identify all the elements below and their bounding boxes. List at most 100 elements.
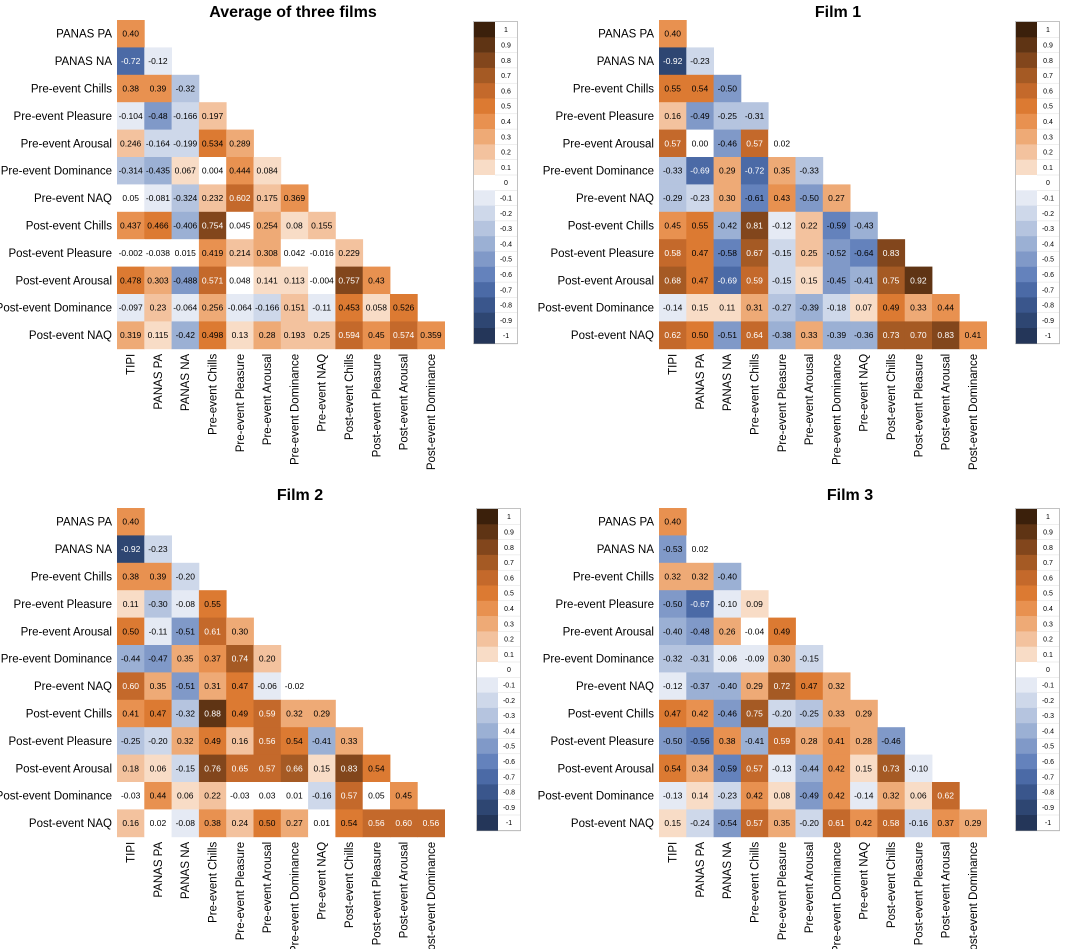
- cell-value: 0.16: [232, 736, 249, 746]
- legend-swatch: [1016, 707, 1037, 724]
- row-label: PANAS NA: [55, 544, 113, 556]
- legend-tick-label: -0.5: [503, 744, 515, 751]
- legend-swatch: [474, 144, 495, 160]
- heatmap-cell: [117, 129, 145, 158]
- legend-tick-label: 0.9: [1043, 42, 1053, 49]
- heatmap-cell: [686, 617, 714, 646]
- heatmap-cell: [877, 294, 906, 322]
- cell-value: 0.308: [257, 248, 279, 258]
- legend-swatch: [1016, 22, 1037, 38]
- legend-swatch: [1016, 570, 1037, 586]
- cell-value: -0.23: [148, 544, 168, 554]
- cell-value: -0.10: [718, 599, 738, 609]
- heatmap-cell: [904, 782, 933, 810]
- heatmap-cell: [144, 47, 172, 76]
- legend-tick-label: -0.9: [1042, 318, 1054, 325]
- cell-value: -0.14: [663, 303, 683, 313]
- heatmap-cell: [226, 699, 254, 728]
- heatmap-cell: [362, 754, 391, 783]
- heatmap-cell: [713, 754, 742, 783]
- legend-tick-label: -0.8: [503, 790, 515, 797]
- cell-value: 0.83: [341, 763, 358, 773]
- column-label: Post-event Pleasure: [913, 354, 925, 458]
- heatmap-cell: [713, 321, 742, 350]
- heatmap-cell: [850, 266, 878, 295]
- heatmap-cell: [144, 645, 172, 673]
- heatmap-cell: [713, 211, 742, 240]
- cell-value: 0.419: [202, 248, 224, 258]
- heatmap-cell: [659, 157, 687, 185]
- column-label: Post-event Dominance: [426, 842, 438, 949]
- panel-title: Average of three films: [209, 4, 377, 21]
- cell-value: -0.92: [663, 56, 683, 66]
- heatmap-cell: [904, 294, 933, 322]
- heatmap-cell: [713, 809, 742, 838]
- heatmap-cell: [226, 129, 254, 158]
- cell-value: 0.754: [202, 221, 224, 231]
- cell-value: -0.51: [176, 626, 196, 636]
- heatmap-cell: [768, 129, 796, 158]
- cell-value: -0.42: [176, 330, 196, 340]
- heatmap-cell: [740, 645, 769, 673]
- legend-tick-label: -0.4: [500, 241, 512, 248]
- cell-value: -0.50: [799, 193, 819, 203]
- legend-swatch: [1016, 539, 1037, 556]
- cell-value: -0.12: [772, 221, 792, 231]
- legend-swatch: [1016, 98, 1037, 115]
- cell-value: -0.46: [881, 736, 901, 746]
- legend-swatch: [477, 677, 498, 693]
- cell-value: -0.58: [718, 248, 738, 258]
- column-label: TIPI: [668, 354, 680, 375]
- cell-value: -0.51: [176, 681, 196, 691]
- heatmap-cell: [335, 782, 364, 810]
- heatmap-cell: [280, 239, 309, 267]
- legend-swatch: [477, 692, 498, 709]
- cell-value: 0.16: [664, 111, 681, 121]
- column-label: Pre-event Pleasure: [777, 354, 789, 452]
- cell-value: -0.46: [718, 138, 738, 148]
- cell-value: 0.81: [746, 221, 763, 231]
- legend-swatch: [1016, 312, 1037, 329]
- heatmap-cell: [877, 809, 906, 838]
- heatmap-cell: [659, 184, 687, 213]
- row-label: PANAS PA: [56, 29, 112, 41]
- heatmap-cell: [659, 672, 687, 701]
- cell-value: 0.70: [910, 330, 927, 340]
- cell-value: -0.002: [119, 248, 143, 258]
- cell-value: 0.466: [147, 221, 169, 231]
- legend-swatch: [477, 723, 498, 739]
- cell-value: 0.15: [692, 303, 709, 313]
- cell-value: -0.435: [146, 166, 170, 176]
- cell-value: 0.54: [368, 763, 385, 773]
- cell-value: 0.32: [692, 572, 709, 582]
- heatmap-cell: [713, 562, 742, 591]
- column-label: Pre-event NAQ: [317, 354, 329, 432]
- cell-value: -0.097: [119, 303, 143, 313]
- column-label: Pre-event Arousal: [262, 842, 274, 933]
- legend-tick-label: -0.3: [1042, 226, 1054, 233]
- legend-swatch: [1016, 37, 1037, 53]
- legend-swatch: [1016, 175, 1037, 191]
- cell-value: -0.16: [312, 791, 332, 801]
- heatmap-cell: [117, 102, 145, 130]
- column-label: Pre-event Pleasure: [235, 842, 247, 940]
- column-label: Pre-event Arousal: [262, 354, 274, 445]
- legend-swatch: [1016, 662, 1037, 678]
- cell-value: -0.064: [173, 303, 197, 313]
- legend-swatch: [1016, 190, 1037, 206]
- legend-swatch: [474, 251, 495, 268]
- cell-value: 0.15: [313, 763, 330, 773]
- legend-swatch: [474, 328, 495, 344]
- cell-value: 0.32: [828, 681, 845, 691]
- cell-value: 0.68: [664, 275, 681, 285]
- cell-value: 0.058: [366, 303, 388, 313]
- heatmap-cell: [362, 809, 391, 838]
- cell-value: 0.47: [232, 681, 249, 691]
- heatmap-cell: [253, 672, 282, 701]
- legend-swatch: [477, 539, 498, 556]
- heatmap-cell: [740, 809, 769, 838]
- heatmap-cell: [686, 211, 714, 240]
- heatmap-cell: [280, 754, 309, 783]
- heatmap-cell: [117, 294, 145, 322]
- legend-tick-label: 0.5: [1043, 104, 1053, 111]
